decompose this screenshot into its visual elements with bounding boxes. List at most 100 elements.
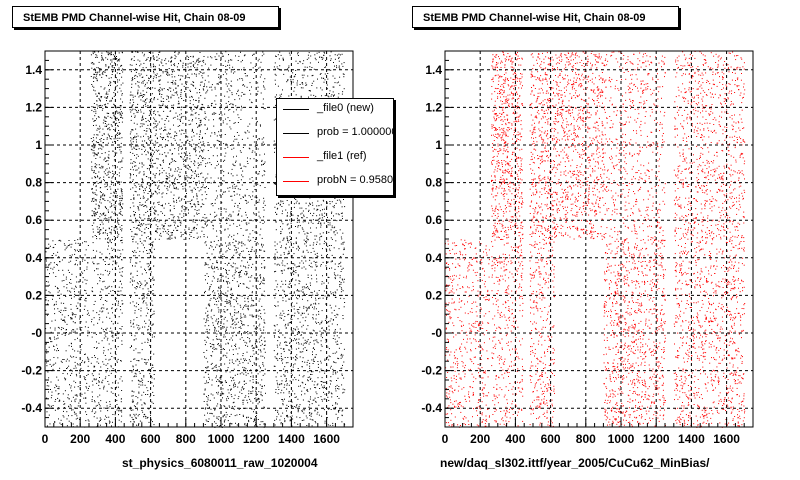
data-point [104, 152, 106, 154]
data-point [258, 171, 260, 173]
data-point [178, 196, 180, 198]
data-point [260, 313, 262, 315]
data-point [157, 219, 159, 221]
data-point [192, 119, 193, 121]
data-point [188, 212, 189, 214]
data-point [241, 215, 243, 217]
data-point [132, 301, 134, 303]
data-point [108, 420, 110, 422]
data-point [229, 422, 231, 424]
data-point [94, 400, 95, 402]
data-point [135, 191, 137, 193]
data-point [129, 173, 131, 174]
data-point [132, 250, 133, 252]
data-point [144, 285, 146, 287]
data-point [292, 405, 294, 407]
data-point [145, 205, 147, 206]
data-point [74, 407, 76, 409]
data-point [92, 63, 94, 65]
data-point [130, 175, 132, 177]
data-point [149, 187, 151, 189]
data-point [217, 240, 219, 242]
data-point [119, 268, 121, 270]
data-point [157, 89, 159, 91]
data-point [96, 382, 98, 384]
data-point [229, 303, 231, 305]
data-point [245, 316, 247, 318]
data-point [193, 65, 194, 67]
data-point [234, 122, 236, 124]
data-point [218, 425, 220, 427]
data-point [255, 390, 257, 392]
data-point [120, 240, 121, 242]
data-point [215, 103, 217, 105]
data-point [136, 262, 138, 264]
data-point [140, 282, 142, 284]
data-point [210, 86, 212, 88]
data-point [65, 329, 67, 331]
data-point [130, 111, 132, 113]
data-point [204, 424, 206, 425]
data-point [132, 169, 134, 171]
data-point [118, 122, 120, 123]
data-point [93, 63, 95, 65]
data-point [130, 320, 132, 322]
data-point [216, 405, 218, 407]
data-point [112, 260, 114, 262]
data-point [181, 199, 182, 201]
data-point [104, 378, 106, 380]
data-point [93, 211, 95, 213]
data-point [152, 159, 154, 161]
data-point [158, 189, 160, 191]
data-point [95, 185, 97, 187]
data-point [75, 418, 77, 420]
data-point [91, 391, 93, 393]
data-point [320, 350, 322, 352]
data-point [78, 291, 79, 293]
data-point [153, 424, 155, 426]
data-point [50, 267, 52, 269]
data-point [117, 235, 119, 237]
data-point [74, 399, 76, 401]
data-point [105, 105, 106, 107]
data-point [198, 114, 200, 116]
data-point [153, 65, 155, 67]
data-point [94, 192, 96, 194]
data-point [172, 80, 174, 82]
data-point [46, 411, 48, 413]
data-point [105, 65, 107, 67]
data-point [262, 282, 264, 284]
data-point [224, 336, 226, 338]
data-point [93, 143, 95, 145]
data-point [258, 309, 260, 311]
data-point [130, 94, 132, 96]
data-point [141, 162, 143, 164]
data-point [307, 277, 309, 278]
data-point [63, 302, 65, 304]
data-point [232, 262, 234, 264]
data-point [132, 400, 134, 402]
data-point [234, 386, 236, 387]
data-point [100, 229, 102, 231]
data-point [116, 409, 118, 411]
data-point [141, 394, 143, 396]
data-point [106, 188, 108, 190]
data-point [54, 409, 56, 411]
data-point [334, 198, 336, 199]
data-point [91, 67, 93, 69]
data-point [260, 367, 261, 369]
data-point [176, 132, 178, 134]
data-point [210, 346, 211, 348]
data-point [129, 151, 131, 153]
data-point [154, 140, 156, 142]
data-point [98, 403, 100, 405]
data-point [159, 228, 161, 230]
data-point [109, 273, 110, 275]
data-point [110, 51, 112, 53]
data-point [106, 174, 108, 176]
data-point [83, 308, 85, 310]
data-point [177, 103, 179, 105]
data-point [91, 336, 93, 338]
data-point [155, 173, 157, 175]
data-point [93, 370, 95, 372]
